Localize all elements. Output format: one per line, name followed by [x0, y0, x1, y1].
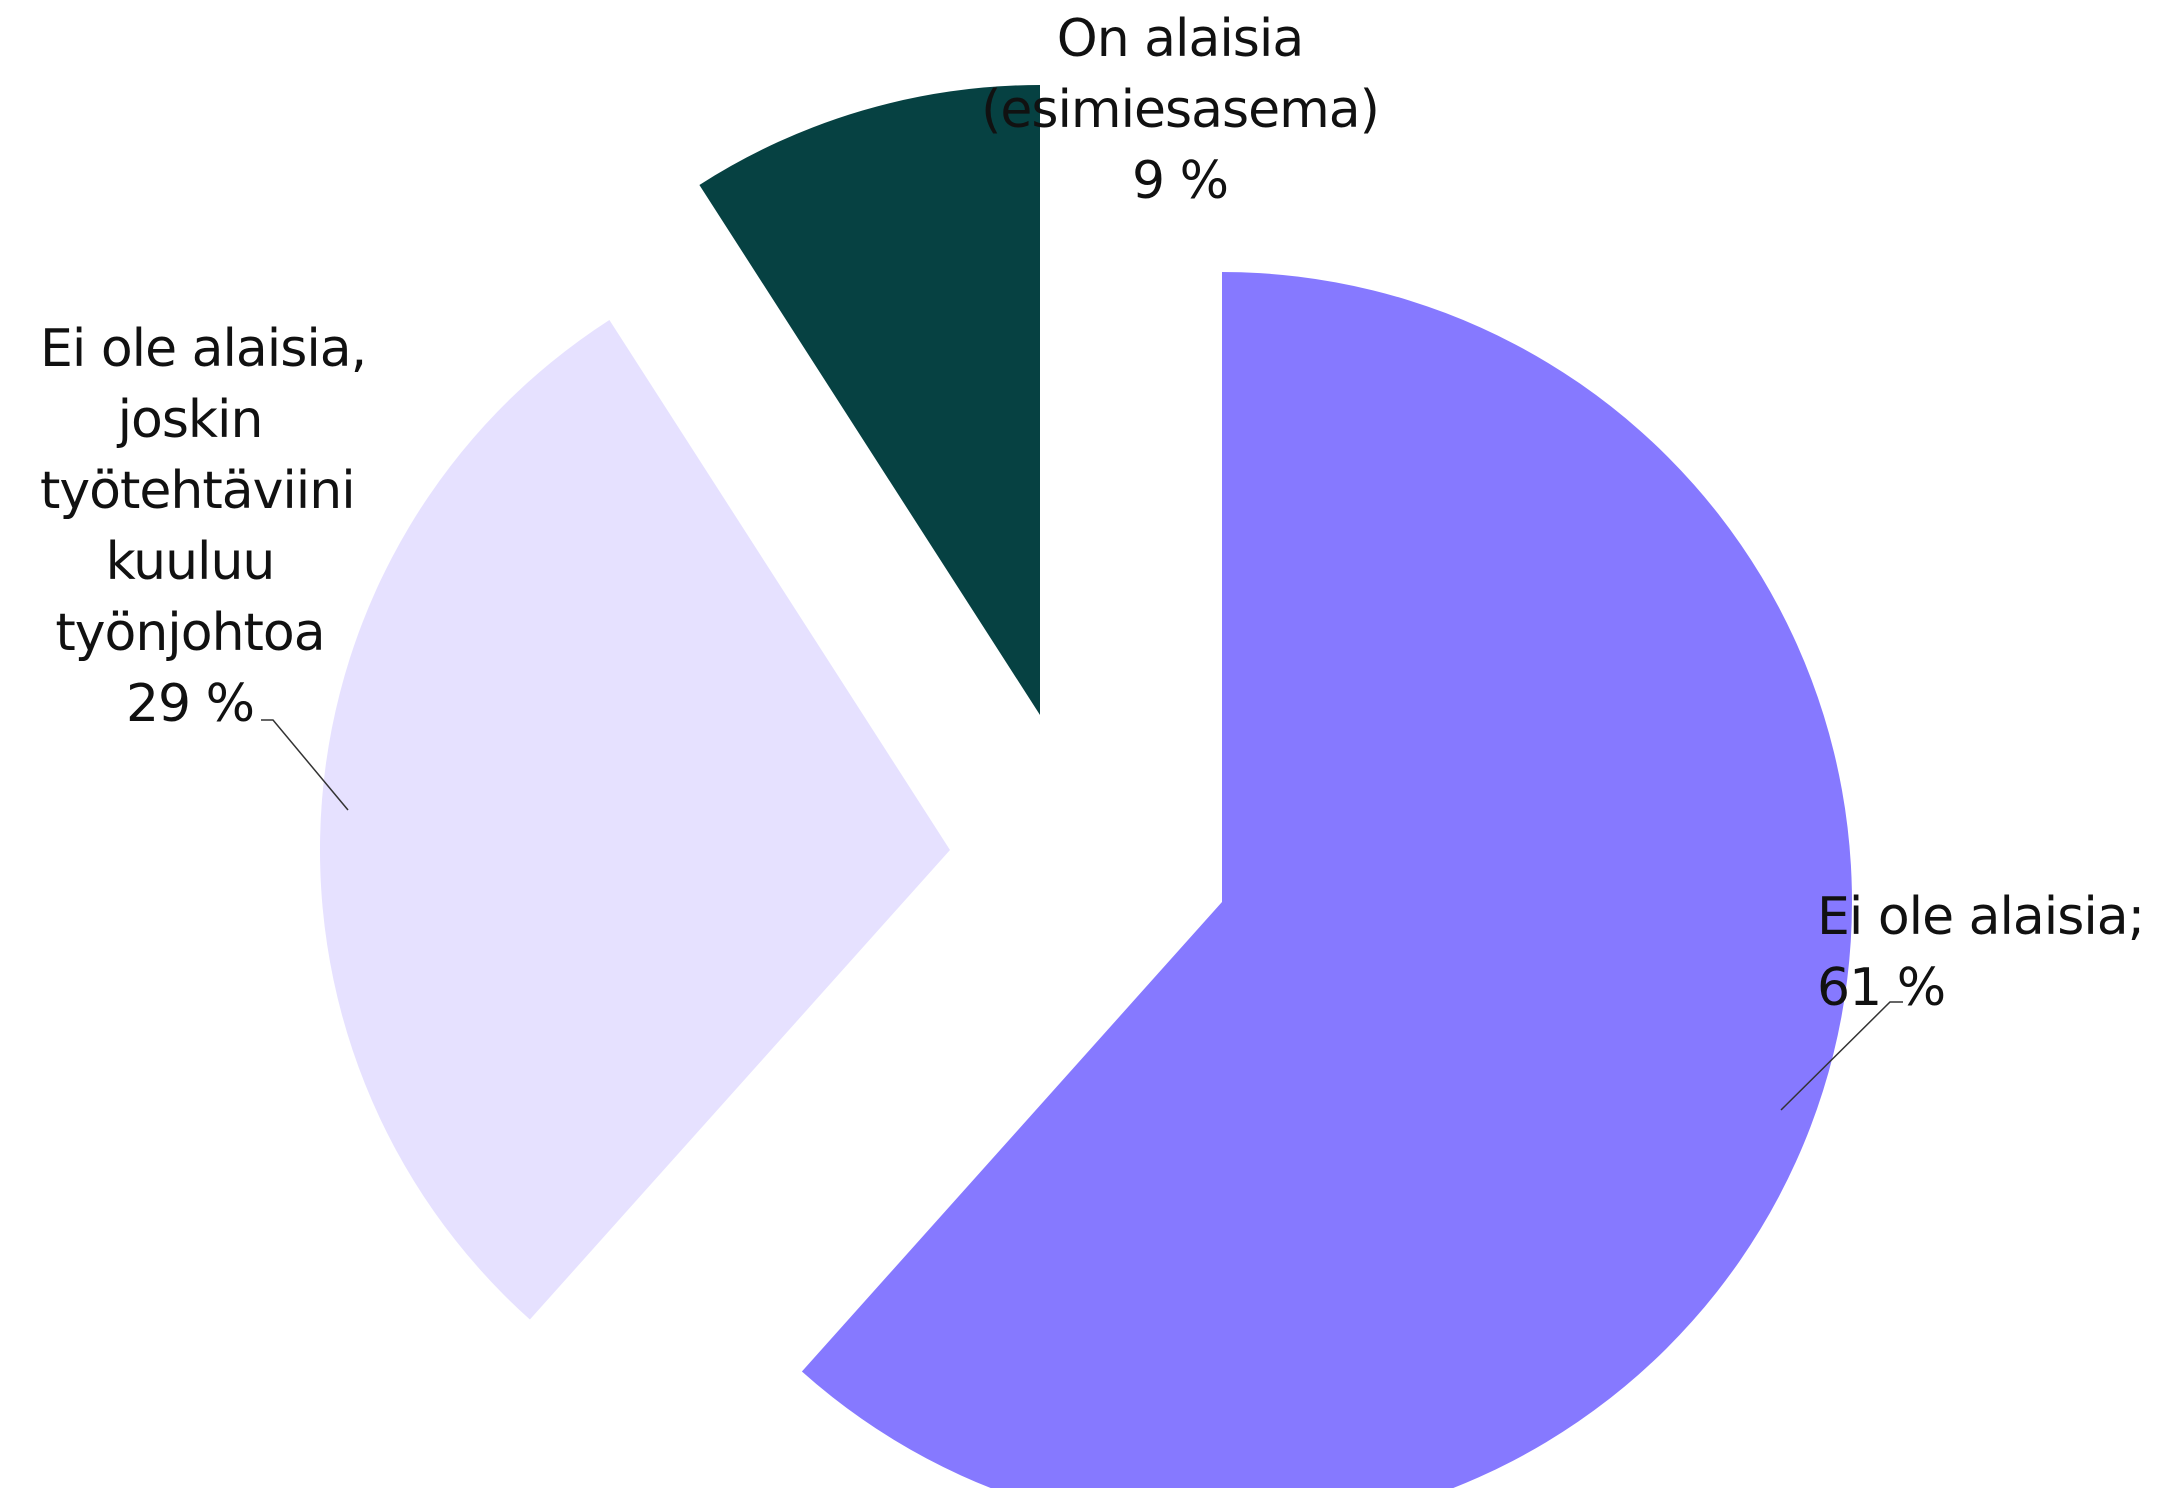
leader-line	[1780, 1001, 1903, 1111]
slice-label: Ei ole alaisia; 61 %	[1817, 882, 2145, 1024]
pie-slice	[699, 85, 1040, 715]
slice-label-line: työtehtäviini	[40, 461, 356, 521]
pie-slice	[801, 272, 1852, 1488]
slice-label-line: On alaisia	[1056, 9, 1304, 69]
leader-line	[261, 719, 349, 811]
slice-label-line: (esimiesasema)	[981, 80, 1380, 140]
slice-label: On alaisia (esimiesasema) 9 %	[970, 4, 1390, 217]
slice-label-line: Ei ole alaisia,	[40, 319, 367, 379]
slice-label-line: työnjohtoa	[55, 603, 325, 663]
slice-label-line: kuuluu	[105, 532, 276, 592]
slice-label-line: 29 %	[125, 674, 255, 734]
slice-label-line: 61 %	[1817, 958, 1946, 1018]
slice-label: Ei ole alaisia, joskin työtehtäviini kuuluu…	[40, 314, 367, 740]
slice-label-line: 9 %	[1131, 151, 1229, 211]
slice-label-line: Ei ole alaisia;	[1817, 887, 2145, 947]
pie-slice	[319, 320, 950, 1320]
slice-label-line: joskin	[117, 390, 264, 450]
